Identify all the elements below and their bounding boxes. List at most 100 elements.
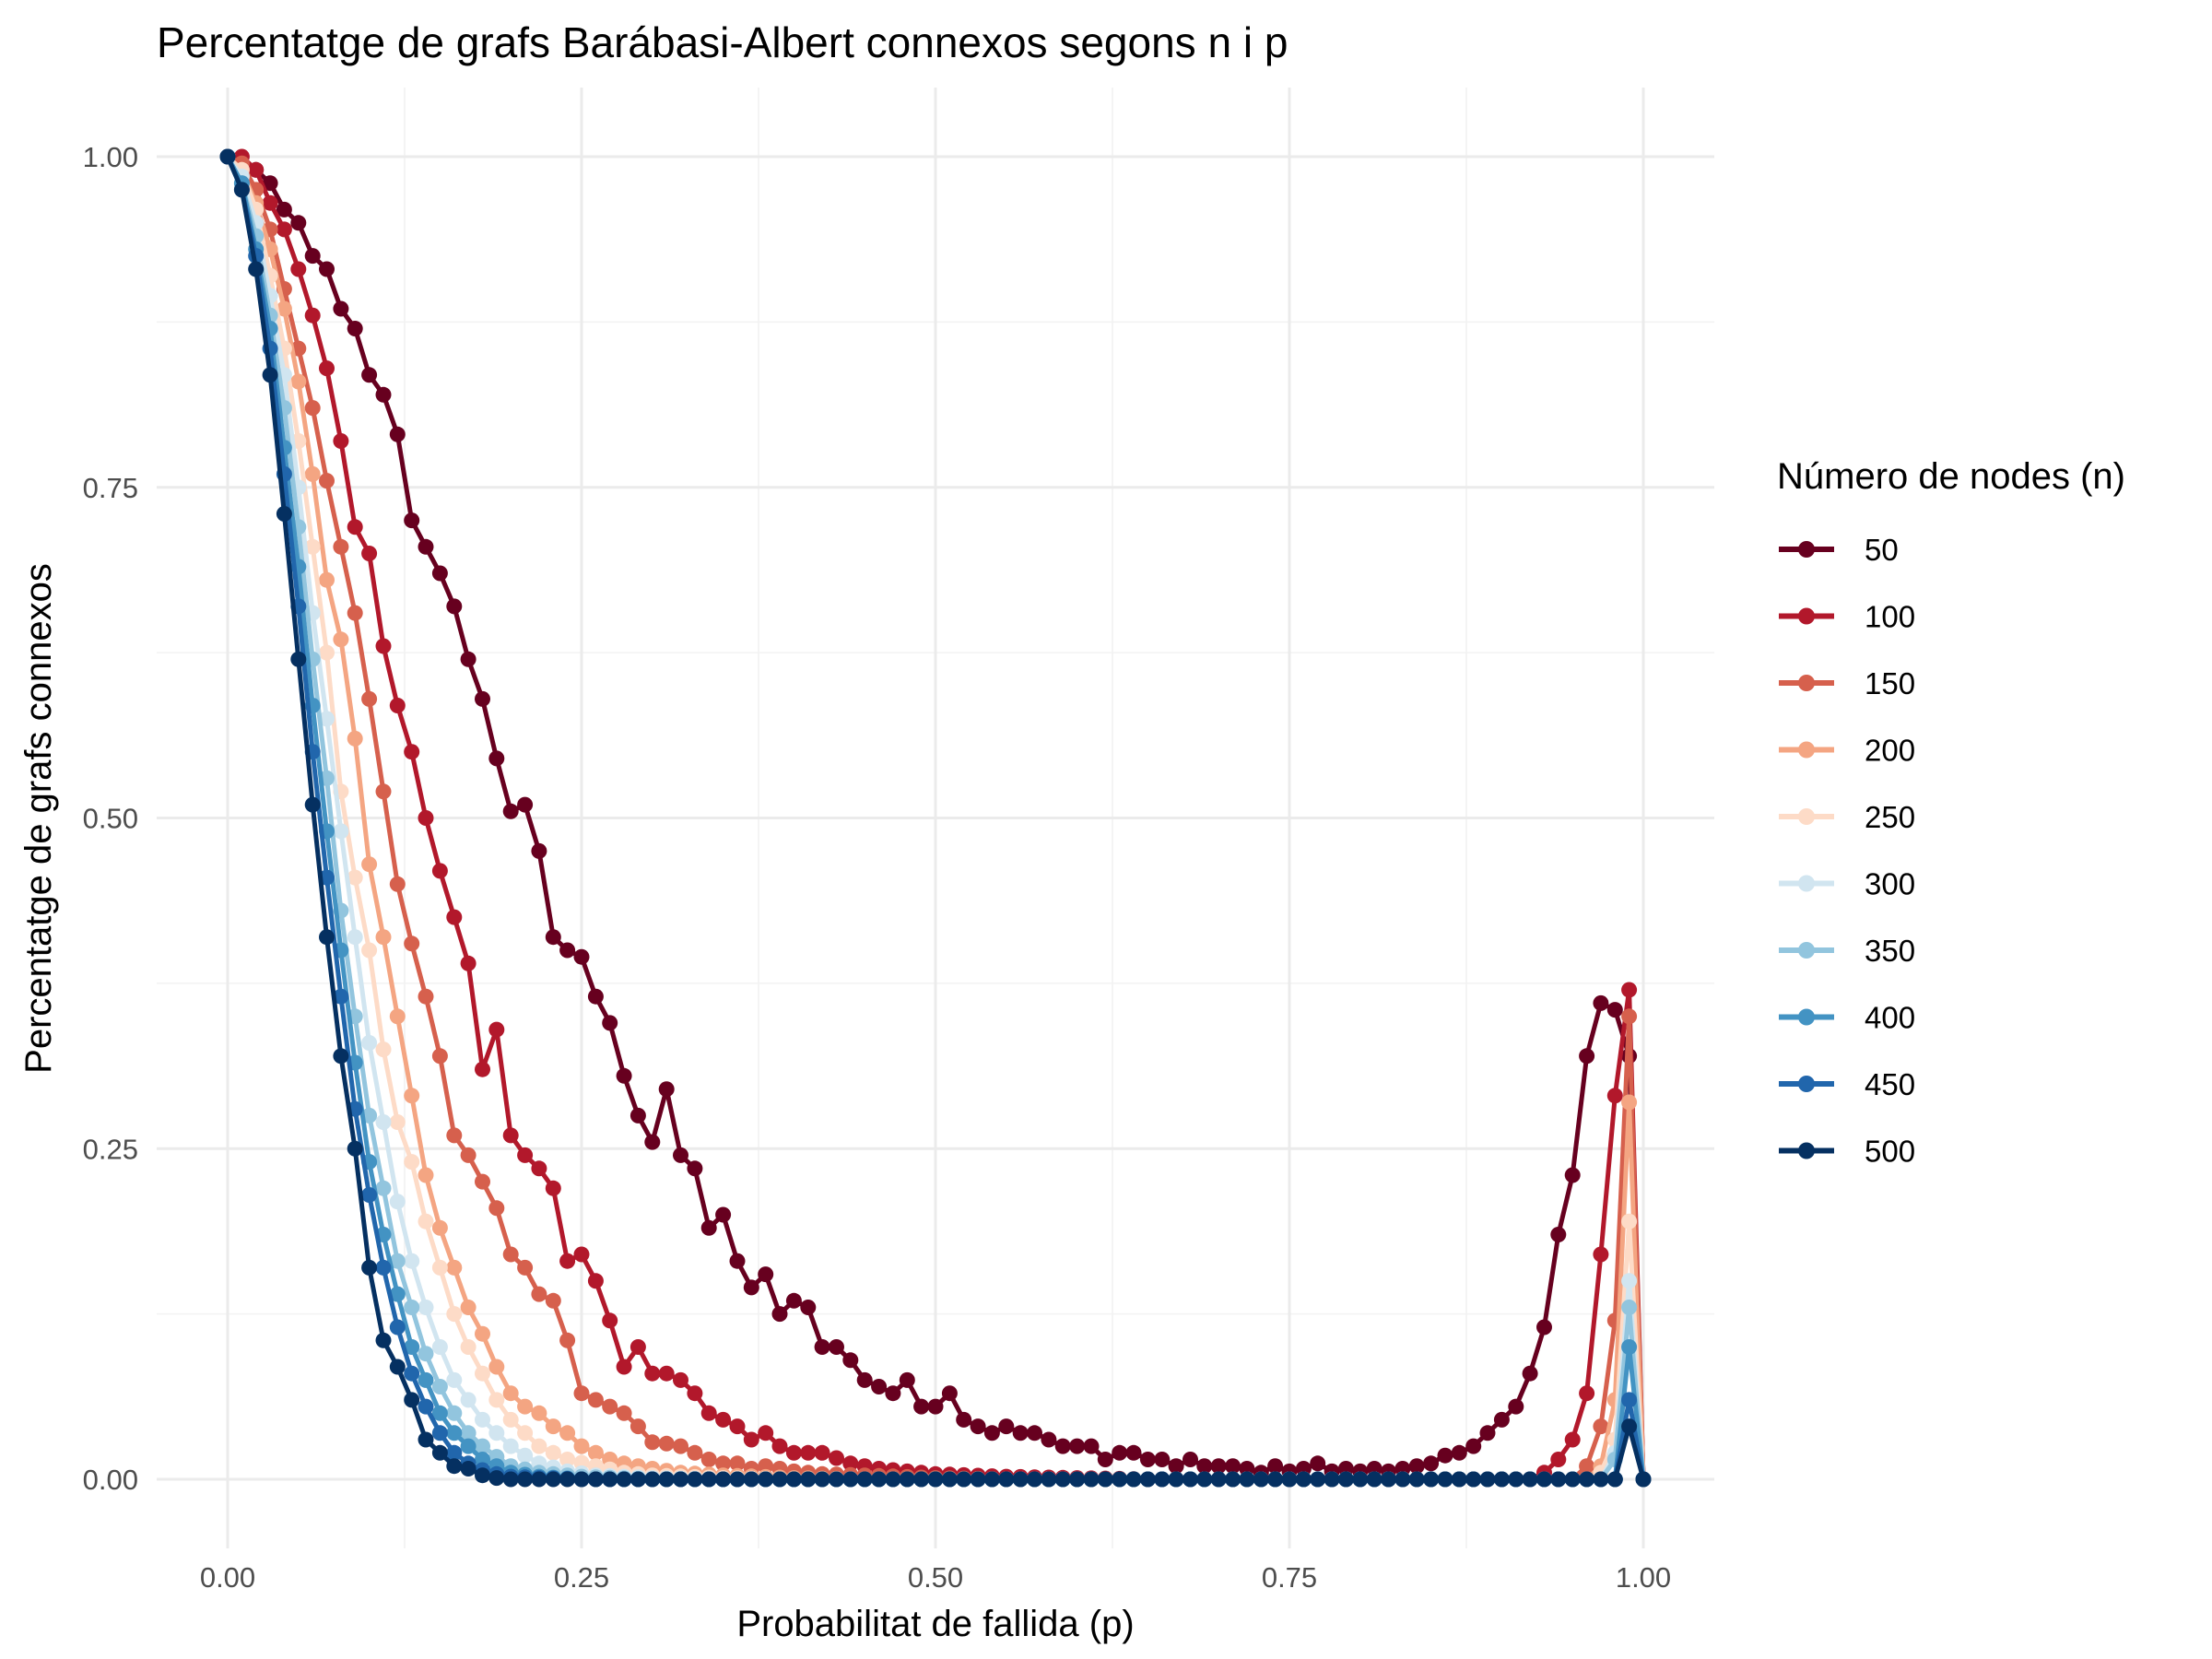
- data-point: [1168, 1471, 1184, 1488]
- data-point: [644, 1365, 661, 1382]
- data-point: [446, 1371, 463, 1388]
- legend-key-point: [1798, 1008, 1815, 1026]
- data-point: [1579, 1048, 1595, 1065]
- data-point: [743, 1279, 759, 1296]
- data-point: [418, 1346, 434, 1362]
- data-point: [629, 1339, 646, 1355]
- data-point: [1239, 1471, 1255, 1488]
- data-point: [1564, 1471, 1581, 1488]
- data-point: [502, 1471, 519, 1488]
- data-point: [361, 1187, 378, 1203]
- data-point: [871, 1379, 888, 1394]
- legend-key-point: [1798, 607, 1815, 625]
- data-point: [404, 1365, 420, 1382]
- data-point: [304, 538, 321, 555]
- data-point: [573, 1438, 590, 1454]
- chart-title: Percentatge de grafs Barábasi-Albert con…: [157, 18, 1288, 66]
- data-point: [899, 1471, 915, 1488]
- data-point: [1253, 1471, 1269, 1488]
- data-point: [418, 538, 434, 555]
- data-point: [1621, 1213, 1638, 1230]
- data-point: [1479, 1425, 1496, 1441]
- data-point: [418, 1167, 434, 1183]
- data-point: [545, 1444, 561, 1461]
- data-point: [1508, 1471, 1524, 1488]
- data-point: [404, 1339, 420, 1355]
- data-point: [502, 1127, 519, 1144]
- data-point: [446, 1444, 463, 1461]
- data-point: [1139, 1471, 1156, 1488]
- data-point: [1423, 1471, 1440, 1488]
- legend: Número de nodes (n) 50 100 150 200 250 300 350…: [1777, 456, 2125, 1169]
- data-point: [1366, 1471, 1382, 1488]
- data-point: [276, 506, 292, 522]
- data-point: [304, 796, 321, 813]
- data-point: [361, 690, 378, 707]
- data-point: [856, 1471, 873, 1488]
- legend-label: 400: [1865, 1001, 1915, 1035]
- legend-label: 150: [1865, 666, 1915, 700]
- data-point: [475, 690, 490, 707]
- data-point: [333, 300, 349, 317]
- data-point: [375, 1332, 392, 1348]
- x-tick-label: 0.75: [1262, 1561, 1317, 1594]
- data-point: [1182, 1452, 1198, 1467]
- data-point: [1097, 1452, 1113, 1467]
- data-point: [1027, 1471, 1042, 1488]
- data-point: [333, 433, 349, 449]
- data-point: [644, 1471, 661, 1488]
- data-point: [729, 1471, 746, 1488]
- data-point: [842, 1352, 859, 1369]
- data-point: [219, 148, 236, 165]
- data-point: [1012, 1425, 1029, 1441]
- data-point: [304, 248, 321, 265]
- data-point: [460, 955, 477, 971]
- data-point: [319, 711, 335, 727]
- data-point: [785, 1292, 802, 1309]
- y-tick-label: 0.25: [83, 1133, 138, 1165]
- data-point: [502, 803, 519, 819]
- data-point: [375, 1114, 392, 1130]
- data-point: [771, 1471, 788, 1488]
- legend-key-point: [1798, 541, 1815, 558]
- data-point: [602, 1398, 618, 1415]
- legend-item-350: 350: [1779, 934, 1915, 968]
- data-point: [517, 1447, 534, 1464]
- x-tick-label: 0.50: [908, 1561, 963, 1594]
- data-point: [1041, 1471, 1057, 1488]
- legend-label: 450: [1865, 1067, 1915, 1101]
- legend-title: Número de nodes (n): [1777, 456, 2125, 497]
- data-point: [1310, 1471, 1326, 1488]
- data-point: [829, 1471, 844, 1488]
- data-point: [1112, 1471, 1128, 1488]
- data-point: [389, 426, 406, 442]
- data-point: [517, 1425, 534, 1441]
- data-point: [758, 1471, 774, 1488]
- data-point: [1097, 1471, 1113, 1488]
- legend-item-50: 50: [1779, 533, 1899, 567]
- data-point: [729, 1418, 746, 1435]
- data-point: [559, 942, 576, 959]
- data-point: [573, 1246, 590, 1263]
- data-point: [404, 935, 420, 952]
- x-tick-label: 0.25: [554, 1561, 609, 1594]
- data-point: [545, 1471, 561, 1488]
- data-point: [715, 1471, 732, 1488]
- data-point: [658, 1435, 675, 1452]
- data-point: [431, 1219, 448, 1236]
- data-point: [941, 1385, 958, 1402]
- data-point: [587, 988, 604, 1005]
- data-point: [1168, 1458, 1184, 1475]
- legend-key-point: [1798, 741, 1815, 759]
- data-point: [800, 1444, 817, 1461]
- data-point: [375, 1041, 392, 1058]
- data-point: [446, 1425, 463, 1441]
- data-point: [673, 1438, 688, 1454]
- data-point: [290, 373, 307, 390]
- data-point: [431, 863, 448, 879]
- data-point: [687, 1471, 703, 1488]
- data-point: [1027, 1425, 1042, 1441]
- data-point: [956, 1471, 972, 1488]
- data-point: [1579, 1471, 1595, 1488]
- data-point: [488, 1425, 505, 1441]
